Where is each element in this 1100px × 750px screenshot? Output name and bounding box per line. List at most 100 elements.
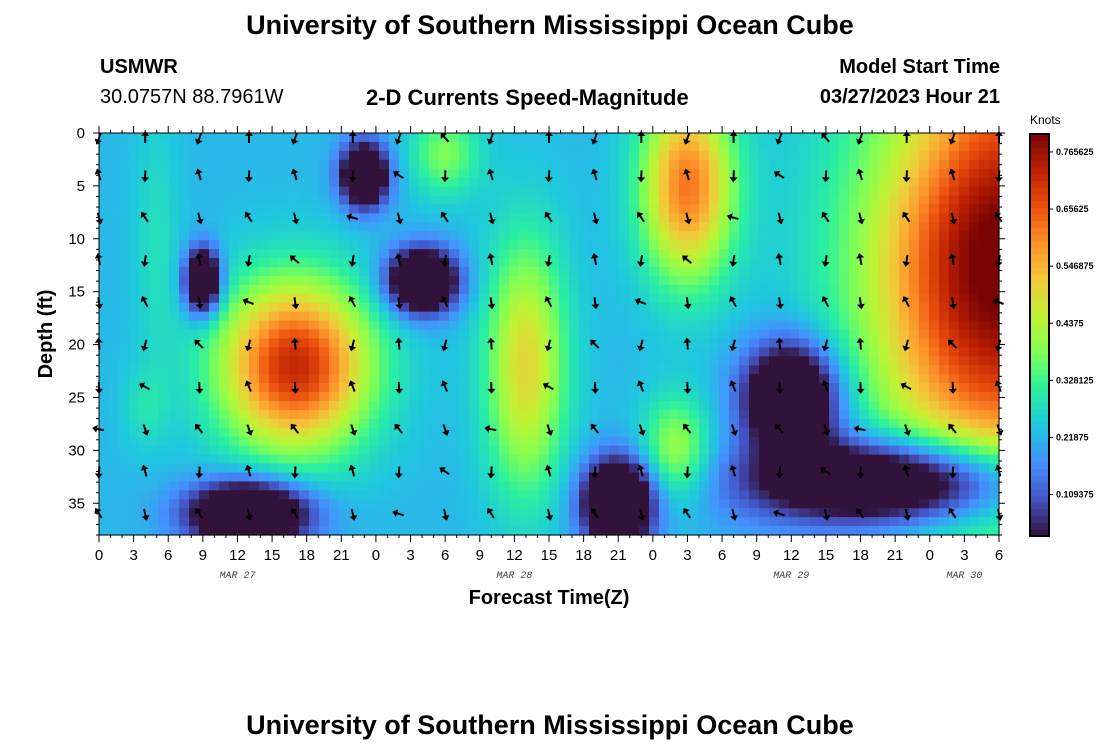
heatmap-cell: [409, 302, 420, 313]
heatmap-cell: [459, 284, 470, 295]
heatmap-cell: [179, 177, 190, 188]
heatmap-cell: [559, 374, 570, 384]
heatmap-cell: [879, 311, 890, 322]
heatmap-cell: [389, 374, 400, 384]
heatmap-cell: [189, 231, 200, 241]
heatmap-cell: [749, 392, 760, 402]
current-vector-arrow: [683, 381, 692, 394]
heatmap-cell: [679, 195, 690, 206]
heatmap-cell: [119, 526, 130, 536]
heatmap-cell: [339, 213, 350, 223]
heatmap-cell: [899, 481, 910, 491]
heatmap-cell: [209, 409, 220, 420]
heatmap-cell: [629, 275, 640, 286]
heatmap-cell: [559, 445, 570, 456]
heatmap-cell: [989, 320, 1000, 331]
heatmap-cell: [749, 329, 760, 340]
heatmap-cell: [719, 168, 730, 179]
heatmap-cell: [839, 436, 850, 447]
heatmap-cell: [899, 454, 910, 465]
heatmap-cell: [319, 195, 330, 206]
heatmap-cell: [269, 150, 280, 161]
x-axis-label: Forecast Time(Z): [469, 587, 630, 609]
heatmap-cell: [149, 481, 160, 491]
heatmap-cell: [379, 463, 390, 474]
heatmap-cell: [399, 329, 410, 340]
heatmap-cell: [629, 409, 640, 420]
heatmap-cell: [469, 133, 480, 143]
heatmap-cell: [979, 445, 990, 456]
heatmap-cell: [799, 150, 810, 161]
heatmap-cell: [159, 267, 170, 277]
heatmap-cell: [859, 329, 870, 340]
heatmap-cell: [679, 293, 690, 304]
heatmap-cell: [969, 258, 980, 268]
heatmap-cell: [899, 472, 910, 482]
heatmap-cell: [929, 427, 940, 438]
heatmap-cell: [209, 186, 220, 197]
heatmap-cell: [549, 311, 560, 322]
heatmap-cell: [289, 311, 300, 322]
heatmap-cell: [539, 168, 550, 179]
heatmap-cell: [779, 427, 790, 438]
heatmap-cell: [979, 293, 990, 304]
heatmap-cell: [569, 436, 580, 447]
heatmap-cell: [769, 526, 780, 536]
heatmap-cell: [909, 204, 920, 214]
heatmap-cell: [169, 141, 180, 152]
heatmap-cell: [519, 168, 530, 179]
heatmap-cell: [289, 454, 300, 465]
heatmap-cell: [819, 472, 830, 482]
heatmap-cell: [499, 356, 510, 366]
heatmap-cell: [809, 275, 820, 286]
heatmap-cell: [359, 258, 370, 268]
heatmap-cell: [619, 168, 630, 179]
heatmap-cell: [589, 159, 600, 170]
heatmap-cell: [379, 401, 390, 411]
heatmap-cell: [239, 231, 250, 241]
heatmap-cell: [779, 338, 790, 348]
heatmap-cell: [429, 418, 440, 429]
heatmap-cell: [929, 338, 940, 348]
heatmap-cell: [289, 481, 300, 491]
colorbar-segment: [1030, 174, 1049, 182]
heatmap-cell: [319, 436, 330, 447]
heatmap-cell: [409, 249, 420, 259]
heatmap-cell: [739, 150, 750, 161]
heatmap-cell: [749, 508, 760, 518]
heatmap-cell: [529, 499, 540, 509]
heatmap-cell: [909, 347, 920, 357]
heatmap-cell: [599, 383, 610, 393]
heatmap-cell: [259, 499, 270, 509]
heatmap-cell: [419, 409, 430, 420]
heatmap-cell: [869, 186, 880, 197]
heatmap-cell: [589, 320, 600, 331]
x-tick-label: 21: [887, 547, 904, 564]
current-vector-arrow: [773, 509, 785, 518]
heatmap-cell: [599, 472, 610, 482]
heatmap-cell: [949, 499, 960, 509]
heatmap-cell: [609, 472, 620, 482]
heatmap-cell: [239, 347, 250, 357]
heatmap-cell: [579, 418, 590, 429]
heatmap-cell: [289, 302, 300, 313]
heatmap-cell: [339, 409, 350, 420]
heatmap-cell: [239, 195, 250, 206]
heatmap-cell: [859, 204, 870, 214]
heatmap-cell: [459, 418, 470, 429]
heatmap-cell: [759, 463, 770, 474]
heatmap-cell: [99, 177, 110, 188]
heatmap-cell: [739, 383, 750, 393]
heatmap-cell: [199, 177, 210, 188]
heatmap-cell: [749, 499, 760, 509]
heatmap-cell: [429, 222, 440, 232]
current-vector-arrow: [729, 339, 737, 352]
heatmap-cell: [819, 347, 830, 357]
heatmap-cell: [339, 204, 350, 214]
heatmap-cell: [229, 249, 240, 259]
heatmap-cell: [849, 454, 860, 465]
heatmap-cell: [829, 481, 840, 491]
heatmap-cell: [809, 418, 820, 429]
heatmap-cell: [799, 311, 810, 322]
heatmap-cell: [149, 418, 160, 429]
